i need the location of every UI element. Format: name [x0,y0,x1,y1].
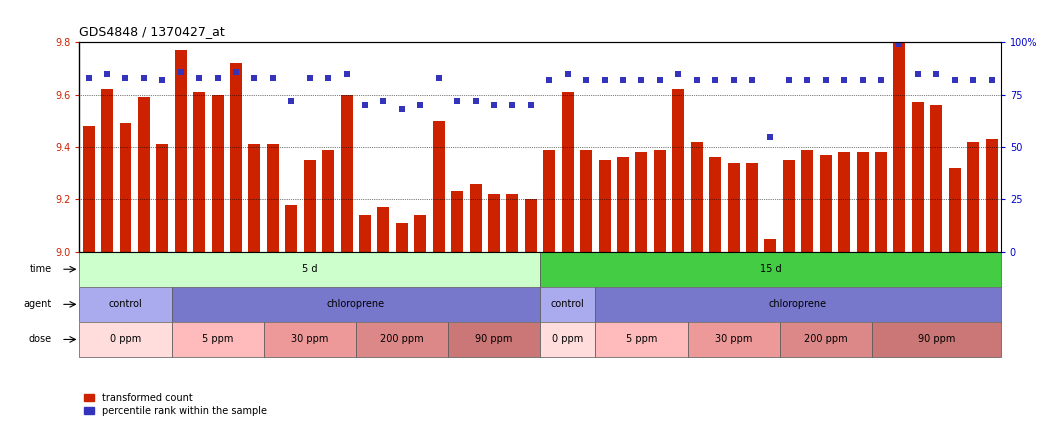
Bar [469,184,482,252]
Bar [540,287,595,322]
Bar [212,95,223,252]
Text: 5 ppm: 5 ppm [626,335,658,344]
Text: agent: agent [23,299,52,309]
Bar [540,322,595,357]
Bar [986,139,998,252]
Bar [930,105,943,252]
Bar [967,142,980,252]
Bar [783,160,795,252]
Text: 0 ppm: 0 ppm [552,335,584,344]
Text: GDS4848 / 1370427_at: GDS4848 / 1370427_at [79,25,226,38]
Text: 0 ppm: 0 ppm [110,335,141,344]
Bar [285,205,298,252]
Bar [414,215,427,252]
Bar [304,160,316,252]
Bar [138,97,150,252]
Text: time: time [30,264,52,274]
Bar [872,322,1001,357]
Text: 30 ppm: 30 ppm [715,335,752,344]
Bar [356,322,448,357]
Bar [912,102,923,252]
Bar [157,144,168,252]
Bar [172,287,540,322]
Bar [175,50,186,252]
Bar [249,144,261,252]
Bar [230,63,243,252]
Bar [746,163,758,252]
Bar [448,322,540,357]
Bar [672,89,684,252]
Bar [433,121,445,252]
Text: control: control [109,299,142,309]
Bar [101,89,113,252]
Bar [690,142,703,252]
Bar [949,168,961,252]
Bar [838,152,850,252]
Text: 200 ppm: 200 ppm [804,335,847,344]
Text: chloroprene: chloroprene [327,299,384,309]
Bar [120,124,131,252]
Bar [525,199,537,252]
Text: control: control [551,299,585,309]
Bar [377,207,390,252]
Text: chloroprene: chloroprene [769,299,827,309]
Text: 200 ppm: 200 ppm [380,335,424,344]
Bar [857,152,868,252]
Legend: transformed count, percentile rank within the sample: transformed count, percentile rank withi… [85,393,267,416]
Bar [322,150,335,252]
Bar [79,322,172,357]
Bar [653,150,666,252]
Bar [506,194,519,252]
Bar [802,150,813,252]
Bar [617,157,629,252]
Bar [820,155,831,252]
Bar [79,252,540,287]
Bar [635,152,647,252]
Bar [83,126,94,252]
Text: dose: dose [29,335,52,344]
Text: 90 ppm: 90 ppm [917,335,955,344]
Bar [451,192,463,252]
Text: 5 d: 5 d [302,264,318,274]
Bar [765,239,776,252]
Bar [540,252,1001,287]
Bar [595,322,687,357]
Text: 90 ppm: 90 ppm [475,335,513,344]
Bar [172,322,264,357]
Bar [580,150,592,252]
Bar [875,152,887,252]
Bar [894,0,905,252]
Bar [488,194,500,252]
Bar [728,163,739,252]
Bar [264,322,356,357]
Bar [598,160,611,252]
Bar [687,322,779,357]
Bar [267,144,279,252]
Bar [561,92,574,252]
Bar [543,150,555,252]
Text: 30 ppm: 30 ppm [291,335,328,344]
Bar [79,287,172,322]
Text: 15 d: 15 d [759,264,782,274]
Bar [396,223,408,252]
Bar [710,157,721,252]
Bar [595,287,1001,322]
Bar [779,322,872,357]
Bar [193,92,205,252]
Text: 5 ppm: 5 ppm [202,335,233,344]
Bar [359,215,371,252]
Bar [341,95,353,252]
